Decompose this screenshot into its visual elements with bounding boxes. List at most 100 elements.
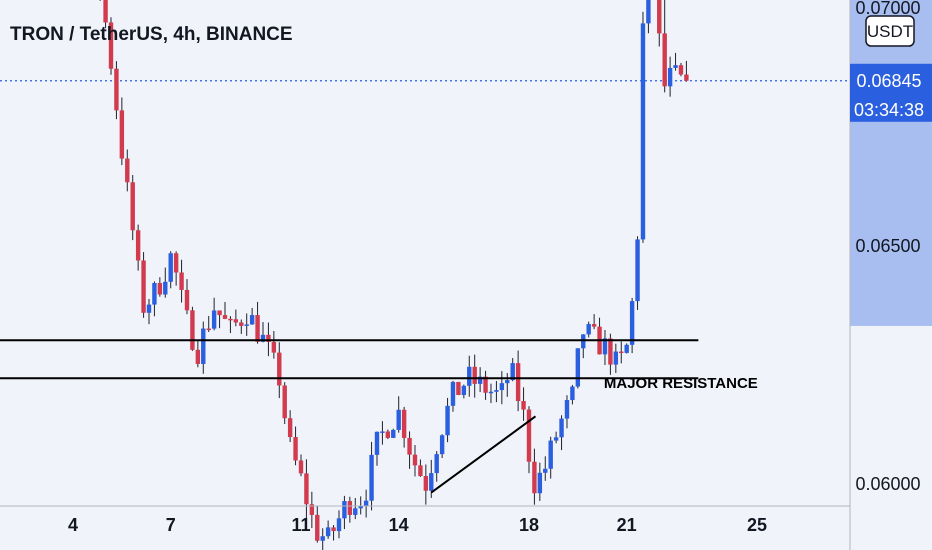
candle-up — [450, 381, 456, 406]
candle-up — [553, 437, 559, 441]
current-price-value: 0.06845 — [856, 71, 921, 91]
candle-up — [380, 431, 385, 433]
candle-up — [629, 301, 635, 345]
candle-down — [255, 315, 260, 342]
candle-down — [135, 230, 141, 261]
candle-up — [152, 283, 157, 305]
candle-down — [282, 385, 287, 419]
candle-up — [369, 454, 374, 501]
candle-up — [391, 429, 396, 438]
candle-down — [173, 253, 179, 273]
candle-down — [217, 310, 222, 316]
candle-down — [657, 0, 662, 34]
candle-up — [564, 400, 570, 419]
candle-up — [613, 351, 619, 365]
currency-unit-label: USDT — [867, 22, 913, 41]
candle-down — [119, 110, 125, 159]
candle-up — [363, 500, 369, 506]
time-tick-label: 18 — [519, 515, 539, 535]
candle-down — [662, 33, 667, 87]
time-tick-label: 21 — [617, 515, 637, 535]
candle-down — [526, 409, 532, 462]
candle-down — [184, 289, 190, 311]
candle-down — [125, 158, 130, 183]
candle-down — [678, 65, 684, 75]
time-tick-label: 7 — [166, 515, 176, 535]
candle-up — [163, 281, 168, 295]
candle-down — [271, 341, 277, 353]
candle-up — [477, 376, 483, 384]
candle-up — [510, 363, 515, 381]
candle-down — [532, 461, 537, 494]
candle-down — [456, 381, 461, 396]
candles — [99, 0, 689, 550]
candle-down — [483, 376, 488, 393]
candle-down — [347, 501, 353, 515]
candle-up — [396, 409, 401, 430]
candle-down — [179, 272, 184, 290]
candle-down — [141, 260, 146, 313]
price-tick-label: 0.06500 — [855, 236, 920, 256]
axis-range-highlight — [850, 0, 932, 326]
time-tick-label: 14 — [389, 515, 409, 535]
candle-up — [445, 405, 450, 436]
candle-up — [429, 473, 434, 491]
candle-down — [515, 363, 521, 402]
candle-up — [336, 518, 342, 532]
candle-down — [401, 409, 407, 438]
bar-countdown: 03:34:38 — [854, 100, 924, 120]
candle-up — [543, 468, 548, 473]
candle-down — [684, 74, 689, 81]
candle-up — [624, 344, 629, 353]
candle-up — [586, 324, 591, 335]
candle-up — [342, 501, 347, 519]
candle-up — [537, 472, 543, 494]
price-tick-label: 0.06000 — [855, 474, 920, 494]
candle-up — [559, 418, 564, 438]
candle-up — [673, 65, 678, 68]
candle-up — [374, 431, 380, 455]
candle-down — [521, 401, 526, 410]
candle-up — [434, 454, 439, 474]
candle-up — [353, 508, 358, 515]
time-tick-label: 11 — [291, 515, 310, 535]
candle-down — [108, 22, 114, 69]
candle-down — [412, 454, 418, 466]
candle-down — [239, 322, 244, 326]
candle-down — [385, 431, 391, 438]
candle-down — [277, 352, 282, 386]
candle-down — [331, 527, 336, 532]
currency-unit-frame[interactable] — [865, 15, 915, 47]
candle-down — [309, 504, 315, 515]
candle-down — [114, 68, 119, 111]
time-axis[interactable]: 4 7 11 14 18 21 25 — [68, 515, 767, 535]
candle-down — [103, 0, 108, 23]
candle-up — [168, 253, 173, 282]
candle-up — [635, 239, 640, 302]
candle-down — [407, 437, 412, 455]
candle-down — [608, 338, 613, 365]
candle-down — [298, 460, 304, 474]
price-tick-label: 0.07000 — [855, 0, 920, 18]
candle-up — [581, 334, 586, 349]
trendline[interactable] — [430, 415, 537, 494]
candle-up — [602, 338, 608, 355]
candle-down — [130, 182, 135, 231]
candle-down — [423, 476, 429, 491]
candle-up — [439, 435, 445, 455]
candle-up — [358, 505, 363, 509]
candle-down — [195, 349, 201, 364]
candle-up — [488, 391, 494, 394]
candle-up — [201, 328, 206, 364]
candle-up — [461, 385, 467, 396]
candle-up — [320, 536, 325, 541]
candle-down — [472, 366, 477, 384]
candle-down — [206, 328, 211, 331]
currency-unit-button[interactable]: USDT — [865, 15, 915, 47]
candle-down — [418, 465, 423, 477]
candle-up — [249, 315, 255, 325]
candle-up — [325, 527, 331, 537]
candle-up — [570, 386, 575, 401]
